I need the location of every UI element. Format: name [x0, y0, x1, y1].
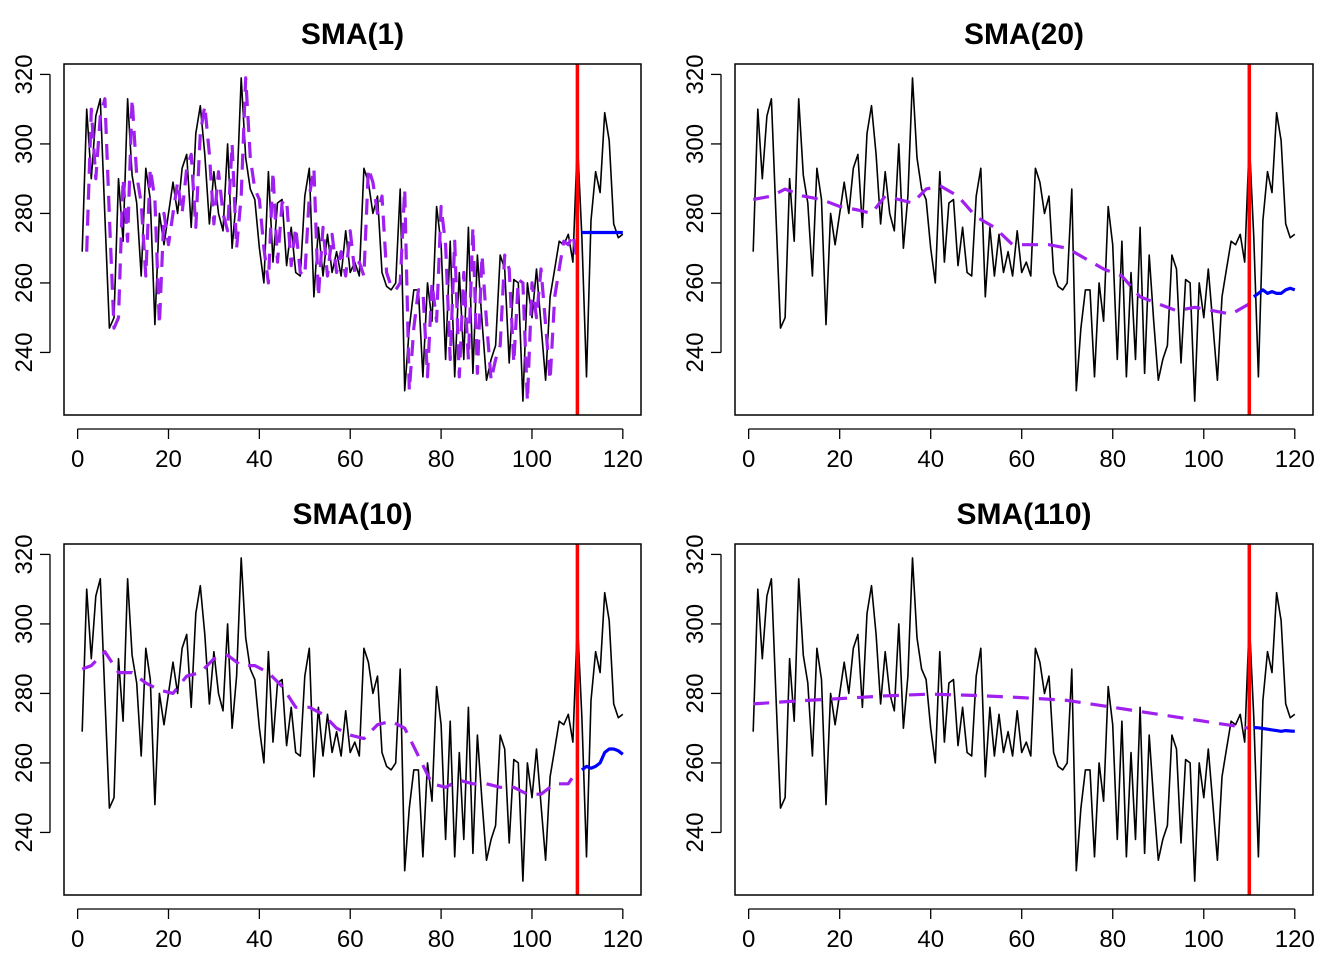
x-tick-label: 80: [428, 926, 455, 953]
x-tick-label: 0: [71, 446, 84, 473]
y-tick-label: 320: [11, 54, 38, 94]
series-actual-line: [752, 77, 1296, 402]
plot-frame: [63, 63, 642, 416]
panel-3: SMA(10) 0 20 40 60 80 100 120 240 260 280 300 320: [11, 498, 643, 953]
y-tick-label: 240: [682, 332, 709, 372]
plot-frame: [63, 543, 642, 896]
y-tick-label: 280: [11, 673, 38, 713]
y-tick-label: 280: [682, 673, 709, 713]
y-tick-label: 280: [682, 193, 709, 233]
x-tick-label: 120: [603, 446, 643, 473]
x-tick-label: 40: [246, 446, 273, 473]
x-tick-label: 80: [428, 446, 455, 473]
series-forecast-line: [1253, 725, 1295, 733]
y-tick-label: 300: [11, 124, 38, 164]
x-tick-label: 100: [1184, 926, 1224, 953]
series-forecast-line: [1252, 286, 1296, 299]
x-tick-label: 120: [603, 926, 643, 953]
y-tick-label: 240: [11, 332, 38, 372]
x-tick-label: 100: [512, 926, 552, 953]
y-tick-label: 260: [682, 743, 709, 783]
y-tick-label: 260: [11, 743, 38, 783]
x-tick-label: 0: [71, 926, 84, 953]
x-tick-label: 100: [512, 446, 552, 473]
x-tick-label: 40: [917, 446, 944, 473]
x-tick-label: 80: [1099, 446, 1126, 473]
x-tick-label: 60: [1008, 446, 1035, 473]
y-tick-label: 300: [682, 124, 709, 164]
plot-area: [81, 76, 624, 403]
x-tick-label: 20: [826, 446, 853, 473]
panel-title: SMA(10): [292, 498, 412, 531]
x-tick-label: 20: [155, 446, 182, 473]
series-sma-fitted-line: [85, 76, 579, 403]
x-tick-label: 60: [1008, 926, 1035, 953]
panel-title: SMA(1): [301, 18, 404, 51]
x-tick-label: 120: [1275, 926, 1315, 953]
panel-title: SMA(110): [956, 498, 1091, 531]
x-tick-label: 0: [742, 926, 755, 953]
series-actual-line: [81, 557, 624, 882]
y-tick-label: 300: [11, 604, 38, 644]
x-tick-label: 40: [246, 926, 273, 953]
plot-area: [81, 557, 624, 882]
x-tick-label: 60: [337, 446, 364, 473]
y-tick-label: 260: [11, 263, 38, 303]
y-tick-label: 320: [682, 534, 709, 574]
x-tick-label: 0: [742, 446, 755, 473]
y-tick-label: 240: [682, 812, 709, 852]
plot-area: [752, 557, 1296, 882]
panel-4: SMA(110) 0 20 40 60 80 100 120 240 260 280 300 320: [682, 498, 1315, 953]
x-tick-label: 20: [826, 926, 853, 953]
y-tick-label: 280: [11, 193, 38, 233]
series-actual-line: [752, 557, 1296, 882]
x-tick-label: 60: [337, 926, 364, 953]
x-tick-label: 20: [155, 926, 182, 953]
plot-frame: [734, 543, 1314, 896]
plot-frame: [734, 63, 1314, 416]
series-actual-line: [81, 77, 624, 402]
x-tick-label: 120: [1275, 446, 1315, 473]
series-sma-fitted-line: [753, 692, 1250, 730]
panel-title: SMA(20): [964, 18, 1084, 51]
panel-2: SMA(20) 0 20 40 60 80 100 120 240 260 280 300 320: [682, 18, 1315, 473]
y-tick-label: 320: [11, 534, 38, 574]
y-tick-label: 320: [682, 54, 709, 94]
series-sma-fitted-line: [81, 650, 579, 796]
y-tick-label: 260: [682, 263, 709, 303]
panel-1: SMA(1) 0 20 40 60 80 100 120 240 260 280 300 320: [11, 18, 643, 473]
y-tick-label: 240: [11, 812, 38, 852]
plot-area: [752, 77, 1296, 402]
x-tick-label: 40: [917, 926, 944, 953]
series-sma-fitted-line: [752, 184, 1251, 316]
series-forecast-line: [580, 747, 624, 772]
y-tick-label: 300: [682, 604, 709, 644]
x-tick-label: 80: [1099, 926, 1126, 953]
x-tick-label: 100: [1184, 446, 1224, 473]
